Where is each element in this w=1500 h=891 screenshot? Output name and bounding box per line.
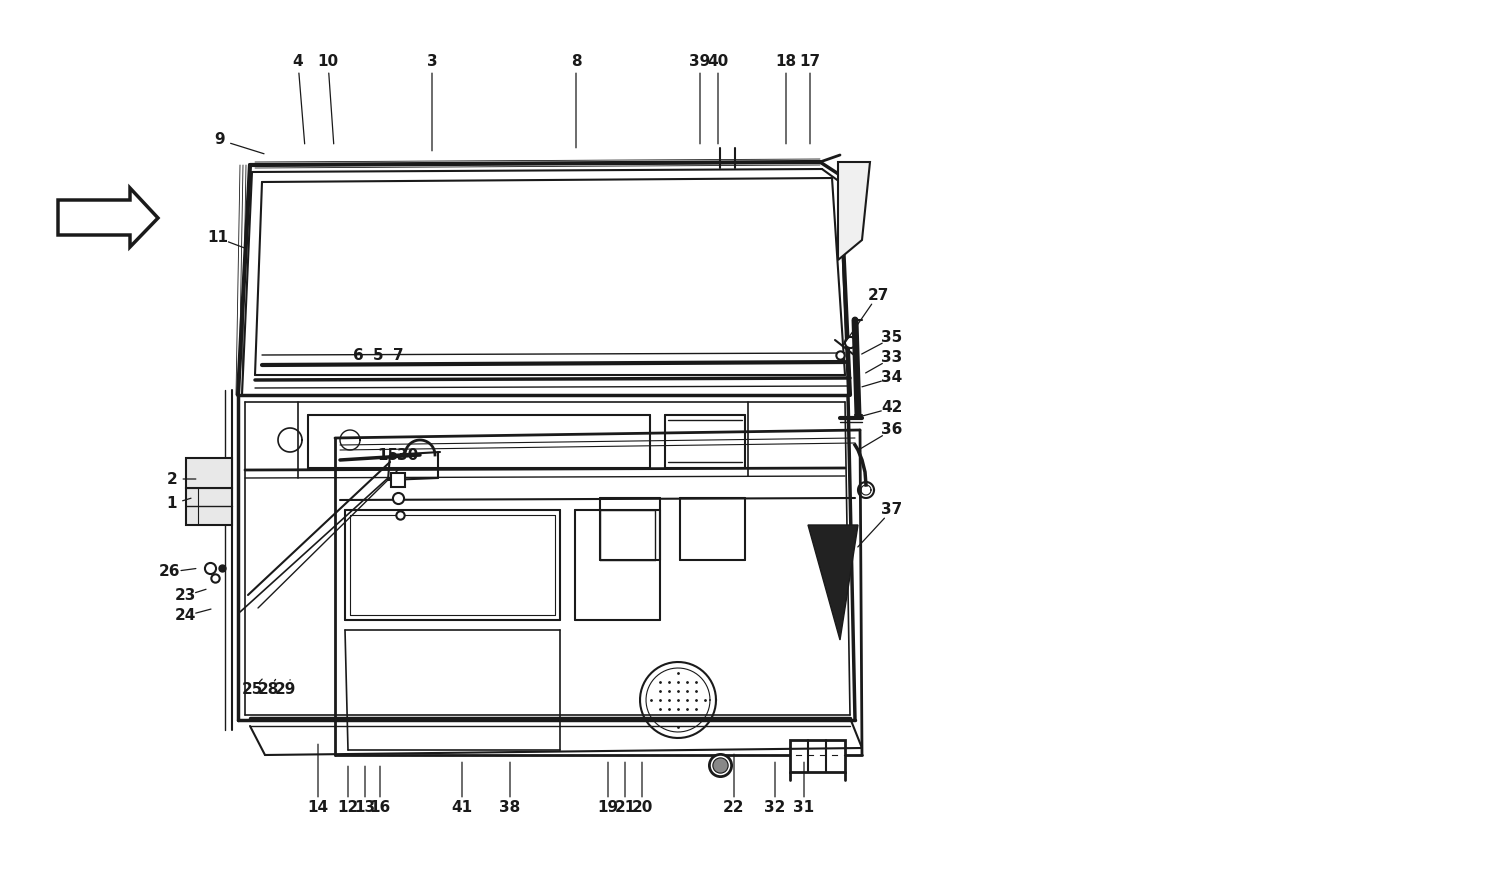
Text: 34: 34	[882, 371, 903, 386]
Text: 20: 20	[632, 800, 652, 815]
Text: 19: 19	[597, 800, 618, 815]
Text: 33: 33	[882, 350, 903, 365]
Text: 15: 15	[378, 447, 399, 462]
Text: 25: 25	[242, 683, 262, 698]
Text: 7: 7	[393, 347, 404, 363]
Text: 10: 10	[318, 54, 339, 69]
Text: 27: 27	[867, 288, 888, 303]
Text: 37: 37	[882, 503, 903, 518]
Text: 35: 35	[882, 331, 903, 346]
Polygon shape	[808, 525, 858, 640]
Text: 39: 39	[690, 54, 711, 69]
Text: 26: 26	[159, 565, 180, 579]
Text: 24: 24	[174, 609, 195, 624]
Text: 31: 31	[794, 800, 814, 815]
Text: 8: 8	[570, 54, 582, 69]
Text: 36: 36	[882, 422, 903, 437]
Text: 9: 9	[214, 133, 225, 148]
Polygon shape	[58, 188, 158, 247]
Polygon shape	[839, 162, 870, 260]
Text: 4: 4	[292, 54, 303, 69]
Text: 21: 21	[615, 800, 636, 815]
Polygon shape	[186, 458, 232, 488]
Text: 28: 28	[258, 683, 279, 698]
Text: 40: 40	[708, 54, 729, 69]
Text: 5: 5	[372, 347, 384, 363]
Text: 1: 1	[166, 496, 177, 511]
Text: 38: 38	[500, 800, 520, 815]
Text: 13: 13	[354, 800, 375, 815]
Text: 2: 2	[166, 471, 177, 486]
Text: 3: 3	[426, 54, 438, 69]
Text: 14: 14	[308, 800, 328, 815]
Text: 23: 23	[174, 588, 195, 603]
Text: 12: 12	[338, 800, 358, 815]
Text: 41: 41	[452, 800, 472, 815]
Text: 18: 18	[776, 54, 796, 69]
Text: 22: 22	[723, 800, 744, 815]
Text: 11: 11	[207, 231, 228, 246]
Polygon shape	[790, 740, 844, 772]
Text: 17: 17	[800, 54, 820, 69]
Text: 32: 32	[765, 800, 786, 815]
Text: 42: 42	[882, 400, 903, 415]
Text: 6: 6	[352, 347, 363, 363]
Polygon shape	[186, 488, 232, 525]
Text: 29: 29	[274, 683, 296, 698]
Text: 16: 16	[369, 800, 390, 815]
Text: 30: 30	[398, 447, 418, 462]
